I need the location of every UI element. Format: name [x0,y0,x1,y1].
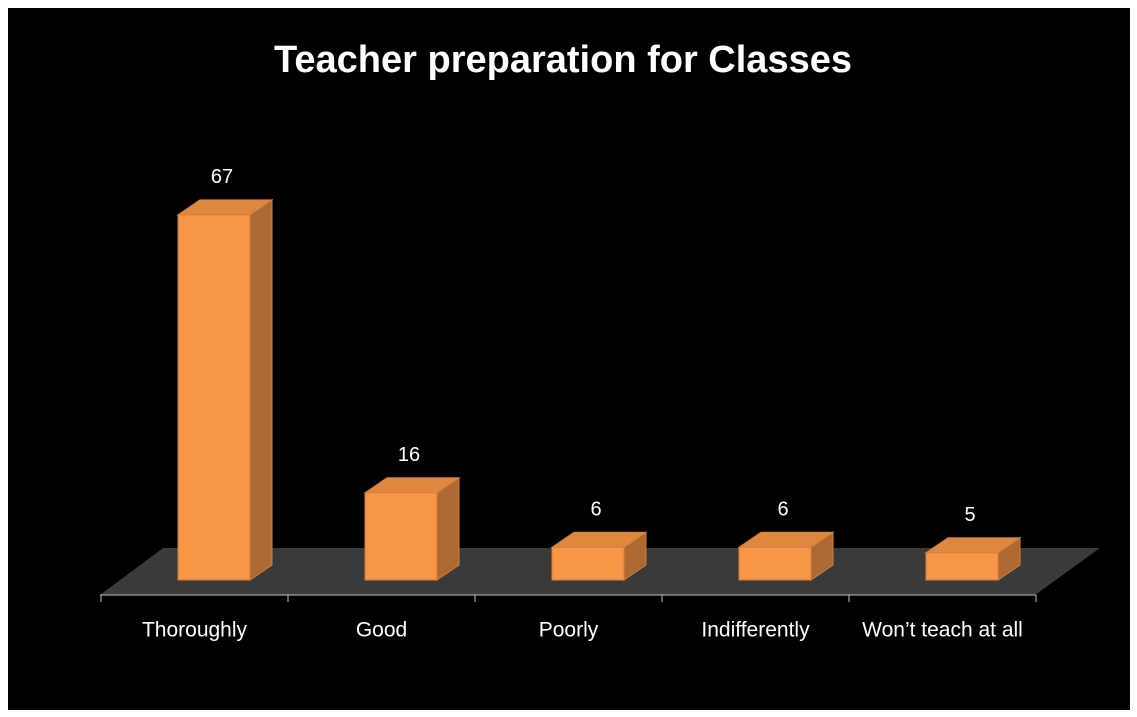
bar-front [551,546,625,581]
data-label: 67 [211,166,233,188]
data-label: 6 [777,499,788,521]
x-tick-label: Won’t teach at all [862,619,1023,642]
bar-front [738,546,812,581]
bar-front [364,492,438,581]
bar [737,531,835,581]
bar-front [177,214,251,581]
bar [924,536,1022,581]
x-tick-label: Thoroughly [142,619,248,642]
data-label: 16 [398,444,420,466]
bar [176,198,274,581]
bar-side [249,198,273,581]
x-tick-label: Poorly [539,619,599,642]
data-label: 5 [964,504,975,526]
bar-side [436,476,460,581]
bar [363,476,461,581]
x-tick-label: Good [356,619,407,642]
bar [550,531,648,581]
x-tick-label: Indifferently [701,619,810,642]
bar-front [925,552,999,581]
chart-background [8,8,1130,710]
data-label: 6 [590,499,601,521]
chart-title: Teacher preparation for Classes [274,39,852,81]
